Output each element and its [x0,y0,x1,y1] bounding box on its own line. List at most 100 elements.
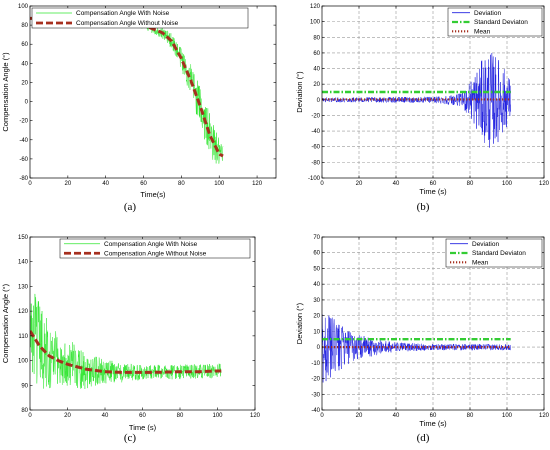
y-tick-label: -100 [308,176,321,182]
y-tick-label: 60 [313,251,320,257]
x-tick-label: 20 [65,181,72,187]
series-line [322,314,511,383]
legend-box [31,7,249,29]
y-tick-label: 130 [18,284,29,290]
y-tick-label: 110 [18,334,28,340]
y-tick-label: -10 [311,361,320,367]
series-compensation-angle-without-noise [30,330,222,374]
panel-label: (d) [417,432,430,444]
legend-label: Standard Deviaton [474,19,528,26]
x-tick-label: 80 [467,413,474,419]
panel-label: (a) [124,201,137,213]
x-tick-label: 80 [178,181,185,187]
y-tick-label: 80 [21,23,28,29]
y-tick-label: 80 [313,35,320,41]
y-tick-label: 150 [18,235,29,241]
y-tick-label: -80 [19,176,28,182]
legend-label: Compensation Angle With Noise [76,10,170,17]
x-tick-label: 20 [356,181,363,187]
y-tick-label: 30 [313,298,320,304]
y-tick-label: 50 [313,266,320,272]
legend: Deviation Standard Deviaton Mean [445,238,543,268]
x-tick-label: 120 [539,181,550,187]
series-compensation-angle-with-noise [30,293,222,390]
y-tick-label: 20 [313,82,320,88]
series-line [30,293,222,390]
legend: Compensation Angle With Noise Compensatio… [31,7,249,29]
x-tick-label: 20 [64,413,71,419]
y-tick-label: 20 [313,314,320,320]
legend-box [59,238,251,259]
x-tick-label: 20 [356,413,363,419]
y-tick-label: -30 [311,392,320,398]
x-tick-label: 100 [214,181,225,187]
y-tick-label: 60 [21,42,28,48]
x-tick-label: 40 [102,413,109,419]
y-tick-label: 0 [317,98,321,104]
y-tick-label: -60 [311,145,320,151]
y-tick-label: -20 [311,377,320,383]
x-tick-label: 120 [250,413,261,419]
series-line [30,330,222,374]
chart-panel-3: 0 20 40 60 80 100 120 80 90 100 110 120 130 140 150 Tim… [1,235,261,432]
y-tick-label: 20 [21,80,28,86]
legend-label: Mean [472,260,489,267]
x-tick-label: 60 [140,181,147,187]
y-tick-label: -40 [311,408,320,414]
x-tick-label: 0 [320,413,324,419]
series-deviation [322,52,511,148]
y-tick-label: -60 [19,157,28,163]
x-tick-label: 40 [102,181,109,187]
x-tick-label: 100 [502,181,513,187]
x-tick-label: 60 [139,413,146,419]
y-tick-label: -80 [311,160,320,166]
legend-label: Deviation [474,10,501,17]
legend-label: Standard Deviaton [472,250,526,257]
y-tick-label: -20 [19,119,28,125]
y-tick-label: 70 [313,235,320,241]
chart-panel-4: 0 20 40 60 80 100 120 -40 -30 -20 -10 0 10 20 30 40 50 60… [295,235,550,428]
y-tick-label: 40 [313,67,320,73]
x-axis-label: Time(s) [140,190,166,199]
chart-panel-1: 0 20 40 60 80 100 120 -80 -60 -40 -20 0 20 40 60 80 100 T… [1,4,277,199]
x-tick-label: 100 [502,413,513,419]
y-tick-label: 90 [21,383,28,389]
x-tick-label: 40 [393,181,400,187]
y-tick-label: 40 [21,61,28,67]
legend-label: Deviation [472,241,499,248]
legend-label: Compensation Angle Without Noise [76,20,179,27]
y-axis-label: Deviation (°) [295,302,304,344]
y-tick-label: 40 [313,282,320,288]
x-tick-label: 60 [430,181,437,187]
series-line [322,52,511,148]
y-tick-label: 10 [313,329,320,335]
y-tick-label: 120 [310,4,321,10]
chart-panel-2: 0 20 40 60 80 100 120 -100 -80 -60 -40 -20 0 20 40 60 80… [295,4,550,196]
x-axis-label: Time (s) [419,187,447,196]
x-tick-label: 0 [28,181,32,187]
y-tick-label: 0 [25,100,29,106]
series-deviation [322,314,511,383]
x-axis-label: Time (s) [129,423,157,432]
legend-label: Compensation Angle Without Noise [104,250,207,257]
y-tick-label: -40 [311,129,320,135]
plot-frame [29,236,256,411]
y-tick-label: 100 [18,4,29,10]
y-tick-label: 120 [18,309,29,315]
x-tick-label: 80 [177,413,184,419]
x-axis-label: Time (s) [419,419,447,428]
x-tick-label: 40 [393,413,400,419]
y-axis-label: Compensation Angle (°) [1,283,10,363]
y-tick-label: 60 [313,51,320,57]
y-axis-label: Compensation Angle (°) [1,52,10,132]
legend: Compensation Angle With Noise Compensatio… [59,238,251,259]
y-tick-label: 100 [18,359,29,365]
y-tick-label: 0 [317,345,321,351]
panel-label: (b) [417,201,430,213]
y-axis-label: Deviation (°) [295,71,304,113]
x-tick-label: 0 [320,181,324,187]
panel-label: (c) [124,432,137,444]
legend-label: Compensation Angle With Noise [104,241,198,248]
legend-label: Mean [474,29,491,36]
